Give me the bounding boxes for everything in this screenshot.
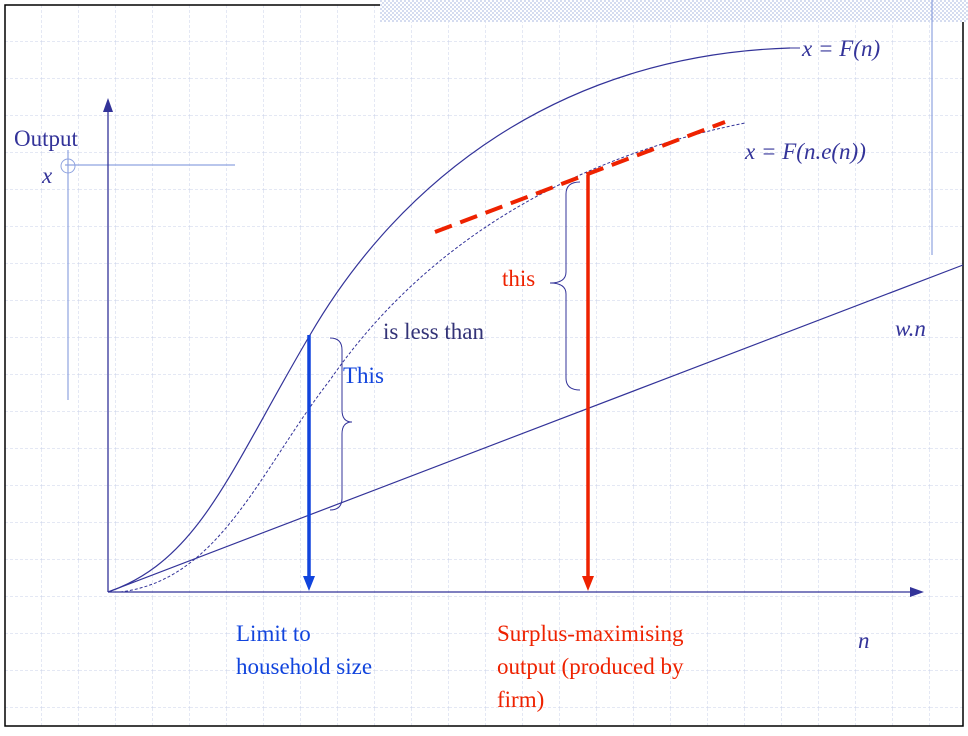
x-arrow <box>910 587 924 597</box>
curve-label: w.n <box>895 316 926 341</box>
frame <box>4 4 964 727</box>
y-label: Output <box>14 126 79 151</box>
brace <box>549 181 581 391</box>
production-curve <box>107 47 791 593</box>
label-line: Limit to <box>236 621 311 646</box>
label-line: Surplus-maximising <box>497 621 684 646</box>
tangent <box>434 120 726 234</box>
label-line: firm) <box>497 687 544 712</box>
annotation: is less than <box>383 319 484 344</box>
y-symbol: x <box>41 163 53 188</box>
curve-label: x = F(n.e(n)) <box>744 139 866 164</box>
label-line: household size <box>236 654 372 679</box>
header-strip <box>380 0 968 22</box>
x-symbol: n <box>858 628 870 653</box>
deco-circle <box>60 158 76 174</box>
effort-curve <box>119 122 746 593</box>
wage-line <box>107 264 964 593</box>
firm-arrowhead <box>582 576 594 591</box>
annotation: This <box>343 363 384 388</box>
annotation: this <box>502 266 535 291</box>
brace <box>329 337 353 511</box>
curve-label: x = F(n) <box>801 36 880 61</box>
y-arrow <box>103 98 113 112</box>
household-arrowhead <box>303 576 315 591</box>
label-line: output (produced by <box>497 654 684 679</box>
